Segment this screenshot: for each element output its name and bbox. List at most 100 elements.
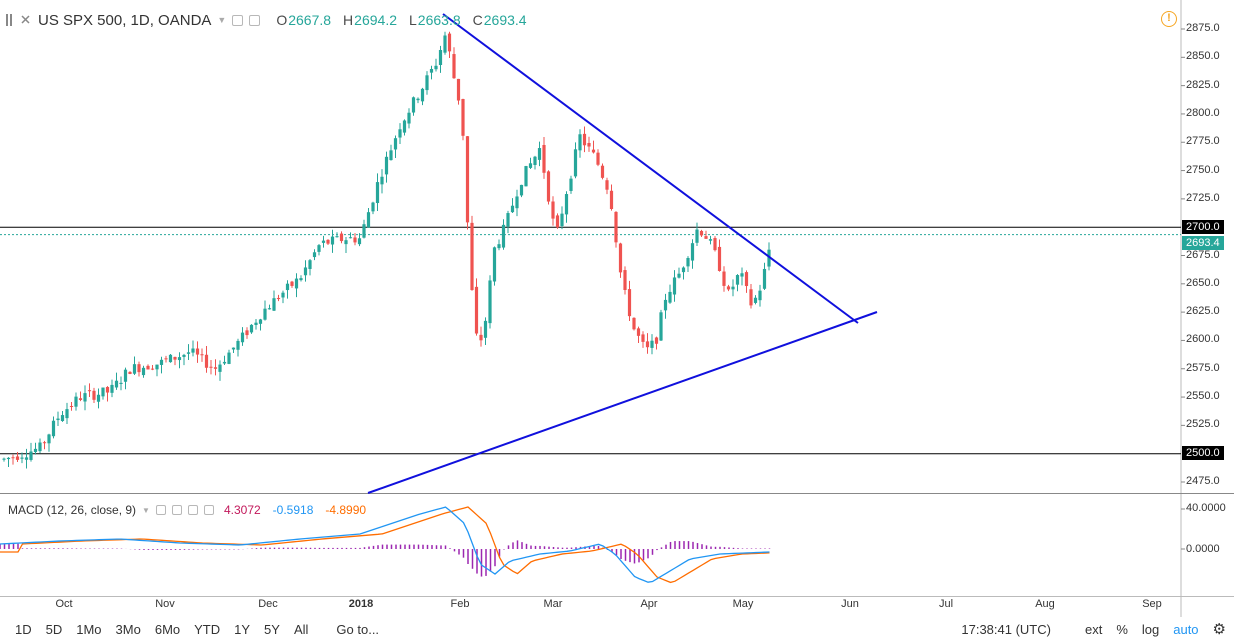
candle-body xyxy=(456,78,461,101)
candle-body xyxy=(182,354,186,357)
candle-body xyxy=(731,286,735,290)
ext-toggle[interactable]: ext xyxy=(1084,621,1103,637)
candle-body xyxy=(195,348,200,355)
candle-body xyxy=(618,243,623,273)
chevron-down-icon[interactable]: ▼ xyxy=(142,505,150,515)
close-icon[interactable] xyxy=(203,505,214,515)
candle-body xyxy=(155,364,159,370)
macd-title[interactable]: MACD (12, 26, close, 9) xyxy=(8,503,137,517)
auto-toggle[interactable]: auto xyxy=(1173,621,1199,637)
candle-body xyxy=(762,268,767,289)
candle-body xyxy=(609,190,614,210)
warning-icon[interactable]: ! xyxy=(1161,11,1177,27)
time-axis-label: Dec xyxy=(258,598,278,610)
range-button-1mo[interactable]: 1Mo xyxy=(76,621,102,637)
candle-body xyxy=(663,299,668,311)
chevron-down-icon[interactable]: ▼ xyxy=(217,15,227,25)
open-value: 2667.8 xyxy=(288,12,332,28)
range-button-6mo[interactable]: 6Mo xyxy=(154,621,181,637)
candle-body xyxy=(42,442,47,444)
bottom-toolbar: 1D 5D 1Mo 3Mo 6Mo YTD 1Y 5Y All Go to... xyxy=(0,618,1234,640)
candle-body xyxy=(420,88,425,102)
eye-icon[interactable] xyxy=(155,505,166,515)
time-axis-label: Sep xyxy=(1142,598,1162,610)
drag-handle-icon[interactable] xyxy=(10,14,12,26)
candle-body xyxy=(101,387,105,397)
candle-body xyxy=(654,337,659,344)
candle-body xyxy=(767,249,771,267)
candle-body xyxy=(321,240,326,243)
price-tick-label: 2800.0 xyxy=(1186,106,1220,119)
candle-body xyxy=(357,238,362,245)
range-button-5y[interactable]: 5Y xyxy=(264,621,280,637)
candle-body xyxy=(668,291,672,303)
candle-body xyxy=(114,380,119,388)
candle-body xyxy=(308,260,312,269)
candle-body xyxy=(542,144,546,173)
range-button-5d[interactable]: 5D xyxy=(45,621,63,637)
candle-body xyxy=(74,396,78,407)
percent-toggle[interactable]: % xyxy=(1116,621,1128,637)
candle-body xyxy=(204,354,209,368)
time-axis-label: Apr xyxy=(640,598,658,610)
range-button-ytd[interactable]: YTD xyxy=(194,621,221,637)
candle-body xyxy=(33,448,38,453)
candle-body xyxy=(704,236,708,239)
signal-line-value: -4.8990 xyxy=(325,503,367,517)
candle-body xyxy=(299,278,303,281)
candle-body xyxy=(483,320,488,338)
candle-body xyxy=(438,49,443,66)
candle-body xyxy=(452,54,456,79)
price-tick-label: 2725.0 xyxy=(1186,191,1220,204)
add-icon[interactable] xyxy=(187,505,198,515)
clock[interactable]: 17:38:41 (UTC) xyxy=(961,621,1051,637)
high-label: H xyxy=(343,12,354,28)
symbol-name[interactable]: US SPX 500, 1D, OANDA xyxy=(38,11,212,29)
collapse-icon[interactable] xyxy=(20,14,31,25)
candle-body xyxy=(353,237,357,243)
goto-button[interactable]: Go to... xyxy=(336,621,380,637)
time-axis-label: Mar xyxy=(543,598,563,610)
candle-body xyxy=(65,409,69,419)
candle-body xyxy=(231,347,236,350)
candle-body xyxy=(402,120,407,133)
candle-body xyxy=(47,434,51,444)
settings-icon[interactable] xyxy=(249,14,261,26)
candle-body xyxy=(699,230,704,236)
candle-body xyxy=(227,352,231,364)
range-button-1y[interactable]: 1Y xyxy=(234,621,251,637)
price-tick-label: 2750.0 xyxy=(1186,163,1220,176)
price-tick-label: 2525.0 xyxy=(1186,418,1220,431)
candle-body xyxy=(168,354,173,363)
candle-body xyxy=(641,334,645,342)
candle-body xyxy=(519,184,524,196)
drag-handle-icon[interactable] xyxy=(6,14,8,26)
candle-body xyxy=(528,163,533,168)
log-toggle[interactable]: log xyxy=(1141,621,1160,637)
range-button-3mo[interactable]: 3Mo xyxy=(115,621,141,637)
candle-body xyxy=(551,201,555,219)
macd-line xyxy=(0,506,770,583)
candle-body xyxy=(492,247,497,282)
candle-body xyxy=(717,246,722,271)
candle-body xyxy=(330,236,335,245)
last-price-tag: 2693.4 xyxy=(1182,236,1224,250)
price-tick-label: 2625.0 xyxy=(1186,305,1220,318)
candle-body xyxy=(11,457,15,459)
gear-icon[interactable]: ⚙ xyxy=(1212,621,1226,638)
open-label: O xyxy=(276,12,288,28)
macd-line-value: -0.5918 xyxy=(272,503,314,517)
price-tick-label: 2825.0 xyxy=(1186,78,1220,91)
ascending-trendline xyxy=(367,311,878,494)
candle-body xyxy=(474,286,479,334)
price-tick-label: 2875.0 xyxy=(1186,22,1220,34)
range-button-all[interactable]: All xyxy=(293,621,309,637)
candle-body xyxy=(479,334,483,341)
settings-icon[interactable] xyxy=(171,505,182,515)
candle-body xyxy=(515,196,519,209)
candle-body xyxy=(614,211,618,243)
range-button-1d[interactable]: 1D xyxy=(15,621,32,637)
eye-icon[interactable] xyxy=(232,14,244,26)
